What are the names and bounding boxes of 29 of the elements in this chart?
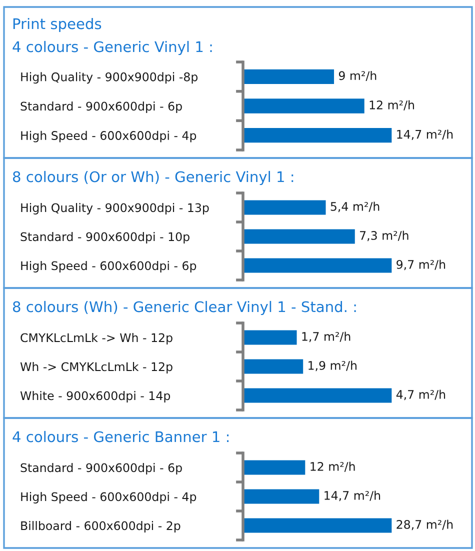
text: 4 colours - Generic Banner 1 : xyxy=(12,430,229,442)
y-tick-label: High Speed - 600x600dpi - 4p xyxy=(21,130,196,142)
y-tick-label: High Speed - 600x600dpi - 6p xyxy=(21,261,196,272)
chart-title: 8 colours (Wh) - Generic Clear Vinyl 1 - Stand. : xyxy=(12,300,356,316)
data-label: 1,9 m²/h xyxy=(308,360,356,372)
data-label: 9,7 m²/h xyxy=(396,260,446,270)
y-tick-label: Wh -> CMYKLcLmLk - 12p xyxy=(20,362,172,374)
text: 4 colours - Generic Vinyl 1 : xyxy=(12,40,212,56)
data-label: 9 m²/h xyxy=(338,70,376,82)
data-label: 4,7 m²/h xyxy=(396,390,446,400)
data-label: 12 m²/h xyxy=(370,100,414,110)
data-label: 14,7 m²/h xyxy=(397,130,453,140)
data-label: 14,7 m²/h xyxy=(324,490,380,502)
text: Print speeds xyxy=(13,18,102,32)
y-tick-label: Standard - 900x600dpi - 10p xyxy=(20,232,190,244)
y-tick-label: Standard - 900x600dpi - 6p xyxy=(20,102,182,113)
y-tick-label: White - 900x600dpi - 14p xyxy=(20,391,170,402)
chart-title: 8 colours (Or or Wh) - Generic Vinyl 1 : xyxy=(12,170,294,186)
data-label: 5,4 m²/h xyxy=(330,202,380,212)
y-tick-label: CMYKLcLmLk -> Wh - 12p xyxy=(20,333,172,344)
data-label: 7,3 m²/h xyxy=(360,230,408,242)
y-tick-label: Standard - 900x600dpi - 6p xyxy=(20,463,182,474)
data-label: 28,7 m²/h xyxy=(396,520,453,530)
y-tick-label: High Quality - 900x900dpi - 13p xyxy=(21,203,209,214)
y-tick-label: High Quality - 900x900dpi -8p xyxy=(21,72,198,84)
y-tick-label: Billboard - 600x600dpi - 2p xyxy=(21,521,180,532)
data-label: 1,7 m²/h xyxy=(302,332,350,342)
data-label: 12 m²/h xyxy=(310,462,355,472)
y-tick-label: High Speed - 600x600dpi - 4p xyxy=(21,492,196,504)
